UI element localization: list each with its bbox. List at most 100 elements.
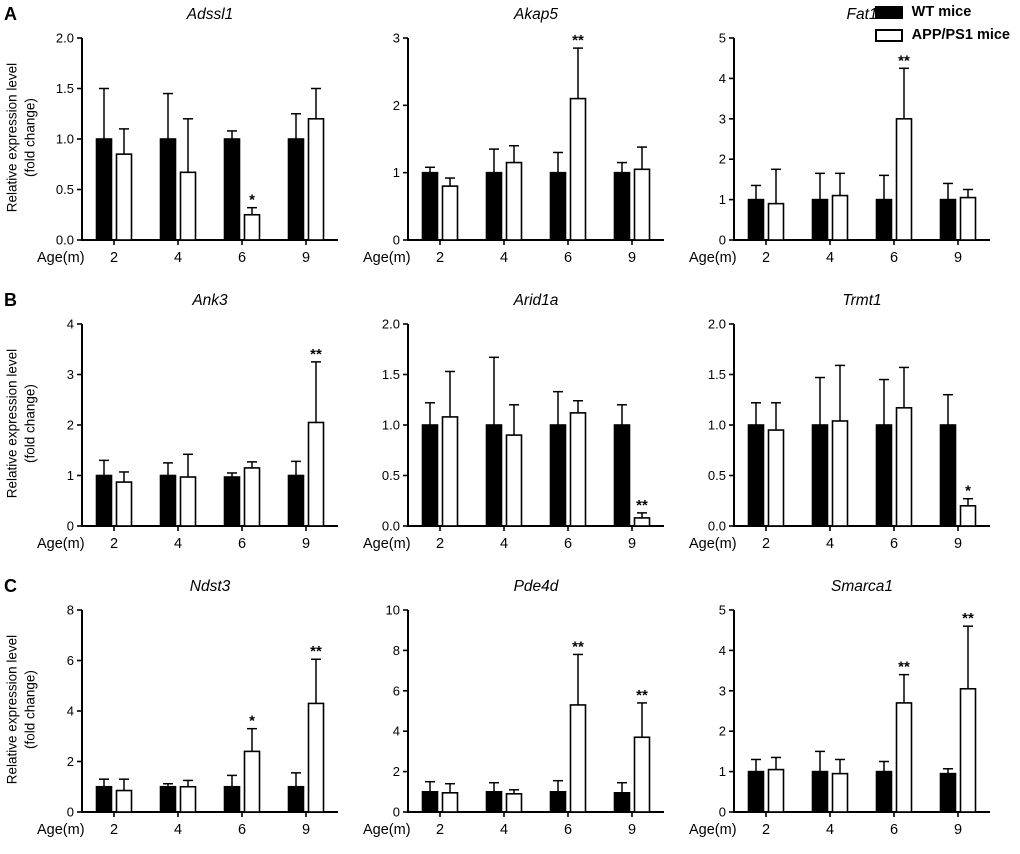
bar-app-9 [633, 517, 651, 527]
chart-plot-arid1a: 0.0 0.5 1.0 1.5 2.0 2 4 6 9 ** Age(m) [363, 317, 664, 552]
x-axis-label: Age(m) [363, 822, 411, 838]
chart-adssl1: Adssl1 0.0 0.5 1.0 1.5 2.0 2 4 6 * 9 Age(m) [36, 6, 348, 280]
x-tick-label: 6 [238, 250, 246, 266]
bar-app-9 [959, 196, 977, 241]
y-tick-label: 2 [719, 152, 726, 167]
y-tick-label: 3 [719, 683, 726, 698]
axes [407, 610, 664, 813]
bar-app-6 [569, 412, 587, 527]
y-tick-label: 2 [67, 418, 74, 433]
chart-title-fat1: Fat1 [846, 6, 878, 23]
bar-wt-4 [159, 785, 177, 813]
y-tick-label: 2 [393, 764, 400, 779]
x-tick-label: 4 [174, 250, 182, 266]
chart-arid1a: Arid1a 0.0 0.5 1.0 1.5 2.0 2 4 6 9 ** Age(m) [362, 292, 674, 566]
significance-mark: * [249, 713, 255, 730]
bar-app-9 [307, 421, 325, 527]
y-tick-label: 6 [67, 653, 74, 668]
x-tick-label: 6 [890, 822, 898, 838]
x-tick-label: 9 [628, 250, 636, 266]
y-tick-label: 1.5 [708, 367, 726, 382]
chart-title-smarca1: Smarca1 [830, 578, 894, 595]
significance-mark: ** [636, 497, 648, 514]
y-tick-label: 0.5 [56, 182, 74, 197]
chart-plot-ank3: 0 1 2 3 4 2 4 6 9 ** Age(m) [37, 317, 338, 552]
x-tick-label: 4 [500, 250, 508, 266]
app-ps1-swatch-icon [874, 28, 903, 42]
chart-plot-pde4d: 0 2 4 6 8 10 2 4 6 ** 9 ** Age(m) [363, 603, 664, 838]
x-axis-label: Age(m) [689, 250, 737, 266]
bar-app-4 [505, 434, 523, 527]
y-tick-label: 8 [393, 643, 400, 658]
panel-row-a: A Relative expression level (fold change… [0, 4, 1020, 280]
row-a-left: A Relative expression level (fold change… [0, 4, 37, 280]
x-axis-label: Age(m) [37, 536, 85, 552]
y-tick-label: 2 [719, 724, 726, 739]
y-tick-label: 1.5 [56, 81, 74, 96]
bar-app-2 [441, 792, 459, 813]
bar-wt-9 [613, 171, 631, 241]
y-tick-label: 2.0 [56, 31, 74, 46]
bar-wt-2 [747, 770, 765, 813]
bar-app-9 [307, 702, 325, 813]
chart-title-arid1a: Arid1a [513, 292, 559, 309]
x-tick-label: 2 [110, 822, 118, 838]
bar-wt-4 [485, 424, 503, 527]
x-tick-label: 2 [110, 536, 118, 552]
y-tick-label: 3 [67, 367, 74, 382]
significance-mark: ** [898, 52, 910, 69]
bar-wt-9 [939, 772, 957, 813]
x-tick-label: 4 [174, 822, 182, 838]
bar-wt-4 [811, 770, 829, 813]
bar-wt-9 [939, 424, 957, 527]
row-b-charts: Ank3 0 1 2 3 4 2 4 6 9 ** Age(m) Arid1a 0.0 0.5 1.0 1… [36, 292, 1000, 566]
significance-mark: ** [310, 643, 322, 660]
y-tick-label: 10 [386, 603, 400, 618]
y-tick-label: 6 [393, 683, 400, 698]
legend-label-wt: WT mice [911, 4, 972, 20]
bar-wt-4 [811, 424, 829, 527]
bar-wt-2 [421, 791, 439, 813]
bar-app-2 [115, 789, 133, 813]
x-tick-label: 6 [890, 536, 898, 552]
x-axis-label: Age(m) [37, 822, 85, 838]
y-tick-label: 1 [719, 764, 726, 779]
bar-wt-2 [95, 474, 113, 527]
bar-app-9 [959, 687, 977, 813]
bar-app-4 [505, 161, 523, 241]
y-tick-label: 3 [719, 111, 726, 126]
chart-ndst3: Ndst3 0 2 4 6 8 2 4 6 * 9 ** Age(m) [36, 578, 348, 852]
y-tick-label: 0.0 [382, 519, 400, 534]
bar-wt-9 [287, 138, 305, 241]
y-tick-label: 4 [719, 71, 726, 86]
x-tick-label: 2 [436, 822, 444, 838]
bar-wt-4 [811, 198, 829, 241]
x-tick-label: 9 [302, 536, 310, 552]
panel-letter-b: B [4, 290, 17, 310]
bar-app-4 [831, 194, 849, 241]
x-tick-label: 9 [302, 250, 310, 266]
x-tick-label: 2 [436, 250, 444, 266]
x-tick-label: 6 [564, 822, 572, 838]
bar-wt-6 [875, 770, 893, 813]
bar-app-9 [633, 168, 651, 241]
bar-wt-4 [159, 138, 177, 241]
significance-mark: * [965, 483, 971, 500]
wt-swatch-icon [874, 5, 903, 19]
bar-wt-9 [613, 792, 631, 813]
chart-plot-smarca1: 0 1 2 3 4 5 2 4 6 ** 9 ** Age(m) [689, 603, 990, 838]
x-tick-label: 2 [436, 536, 444, 552]
bar-app-4 [831, 420, 849, 527]
y-tick-label: 4 [67, 704, 74, 719]
y-axis-label: Relative expression level (fold change) [4, 348, 37, 499]
x-tick-label: 9 [954, 250, 962, 266]
bar-app-9 [633, 736, 651, 813]
y-tick-label: 5 [719, 31, 726, 46]
chart-fat1: Fat1 0 1 2 3 4 5 2 4 6 ** 9 Age(m) [688, 6, 1000, 280]
y-tick-label: 0 [719, 805, 726, 820]
bar-wt-2 [747, 424, 765, 527]
x-axis-label: Age(m) [37, 250, 85, 266]
bar-wt-4 [485, 171, 503, 241]
x-tick-label: 4 [826, 250, 834, 266]
bar-wt-6 [549, 171, 567, 241]
